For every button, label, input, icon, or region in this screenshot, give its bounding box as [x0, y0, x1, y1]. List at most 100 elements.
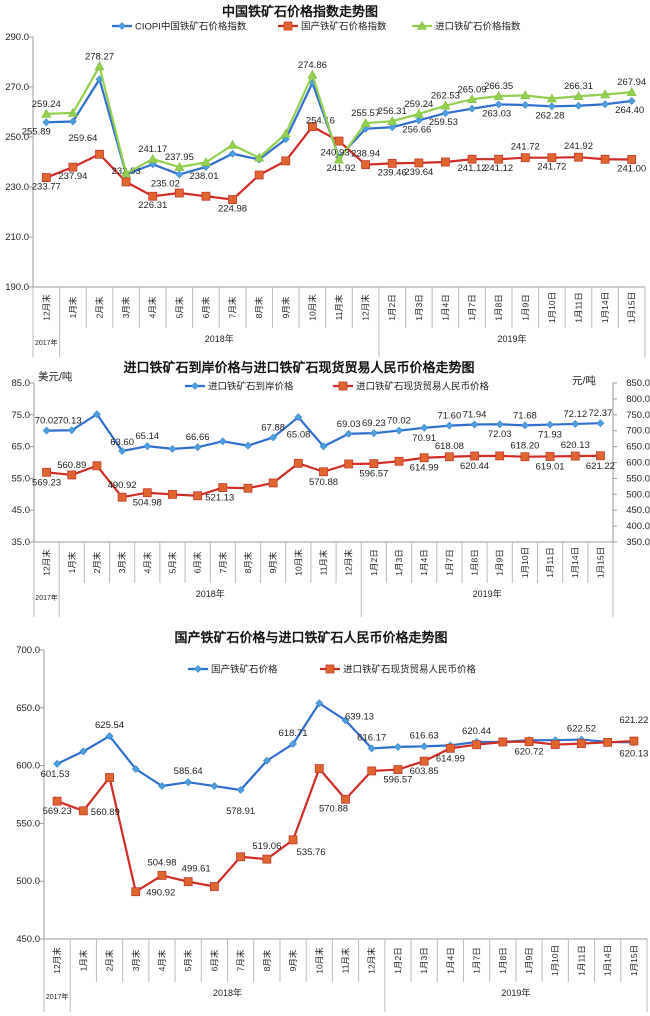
data-point: [42, 426, 51, 435]
data-point: [193, 491, 203, 501]
data-point: [419, 756, 429, 766]
data-point: [105, 773, 114, 782]
x-tick-label: 1月9日: [524, 947, 534, 973]
data-label: 238.94: [351, 149, 380, 160]
data-point: [601, 100, 610, 109]
data-point: [118, 447, 127, 455]
legend-item: CIOPI中国铁矿石价格指数: [112, 21, 247, 33]
data-label: 266.35: [484, 81, 513, 92]
data-point: [174, 162, 185, 171]
data-point: [467, 94, 478, 104]
data-label: 620.13: [561, 440, 590, 451]
legend-marker: [191, 382, 199, 390]
x-tick-label: 1月8日: [494, 294, 504, 320]
data-point: [158, 782, 166, 790]
data-label: 239.64: [404, 167, 433, 178]
data-label: 614.99: [436, 753, 465, 764]
data-point: [280, 128, 291, 138]
data-point: [68, 162, 78, 172]
legend-marker: [338, 381, 348, 391]
data-label: 69.03: [337, 419, 361, 430]
legend-marker: [283, 21, 293, 31]
x-tick-label: 11月末: [334, 294, 344, 320]
data-label: 72.37: [589, 408, 613, 419]
year-label: 2019年: [497, 333, 526, 344]
x-tick-label: 3月末: [131, 949, 141, 971]
y-tick-label-right: 400.0: [626, 521, 650, 532]
data-label: 265.09: [458, 84, 487, 95]
data-point: [395, 426, 403, 435]
legend-marker: [325, 664, 335, 674]
data-label: 259.64: [68, 133, 97, 144]
x-tick-label: 1月10日: [547, 292, 557, 323]
data-point: [67, 426, 76, 435]
x-tick-label: 1月2日: [393, 947, 403, 973]
data-label: 490.92: [108, 480, 137, 491]
data-point: [603, 737, 613, 747]
data-label: 616.63: [410, 730, 439, 741]
x-tick-label: 1月4日: [419, 549, 429, 575]
x-tick-label: 1月末: [67, 551, 77, 573]
data-point: [319, 467, 328, 477]
x-tick-label: 6月末: [193, 551, 203, 573]
x-tick-label: 1月9日: [520, 294, 530, 320]
data-point: [254, 152, 265, 162]
data-point: [201, 191, 211, 201]
data-point: [520, 153, 530, 163]
data-label: 621.22: [619, 715, 648, 726]
legend-marker: [194, 665, 202, 673]
data-point: [577, 739, 586, 749]
x-tick-label: 1月10日: [550, 945, 560, 976]
data-point: [333, 154, 345, 164]
data-point: [520, 421, 529, 430]
data-point: [218, 483, 228, 492]
data-label: 70.02: [387, 416, 411, 427]
x-tick-label: 1月8日: [470, 549, 480, 575]
y-tick-label: 290.0: [5, 32, 29, 43]
data-label: 535.76: [297, 847, 326, 858]
data-point: [143, 442, 152, 451]
data-label: 266.31: [564, 81, 593, 92]
data-label: 241.72: [511, 142, 540, 153]
data-point: [468, 104, 476, 113]
data-label: 237.95: [165, 152, 194, 163]
x-tick-label: 11月末: [341, 947, 351, 973]
data-label: 71.60: [437, 411, 461, 422]
data-point: [341, 716, 350, 725]
data-point: [67, 107, 78, 117]
year-label: 2018年: [205, 333, 234, 344]
data-point: [78, 806, 88, 816]
data-label: 618.20: [510, 441, 539, 452]
data-point: [498, 737, 508, 747]
data-point: [183, 877, 193, 887]
data-point: [228, 149, 237, 158]
data-point: [441, 109, 450, 118]
data-point: [268, 478, 278, 488]
data-point: [360, 117, 371, 127]
data-point: [314, 764, 324, 774]
data-point: [307, 122, 317, 131]
y-tick-label: 85.0: [12, 378, 31, 389]
x-tick-label: 12月末: [344, 549, 354, 576]
data-label: 241.12: [458, 163, 487, 174]
y-tick-label: 75.0: [12, 410, 31, 421]
x-tick-label: 9月末: [268, 551, 278, 573]
x-tick-label: 12月末: [361, 294, 371, 321]
x-tick-label: 2月末: [92, 551, 102, 573]
data-point: [68, 117, 77, 126]
series-2: 569.23 560.89 490.92 504.98 521.13 570.88 596.…: [32, 440, 615, 509]
x-tick-label: 1月7日: [467, 294, 477, 320]
data-point: [42, 467, 51, 477]
x-tick-label: 1月7日: [444, 549, 454, 575]
data-point: [470, 451, 479, 461]
data-label: 625.54: [95, 720, 124, 731]
data-point: [393, 765, 403, 774]
data-label: 239.46: [378, 167, 407, 178]
y-tick-label: 55.0: [12, 473, 31, 484]
data-point: [168, 444, 177, 453]
y-tick-label: 190.0: [5, 282, 29, 293]
data-label: 66.66: [186, 432, 210, 443]
x-tick-label: 1月15日: [627, 292, 637, 323]
